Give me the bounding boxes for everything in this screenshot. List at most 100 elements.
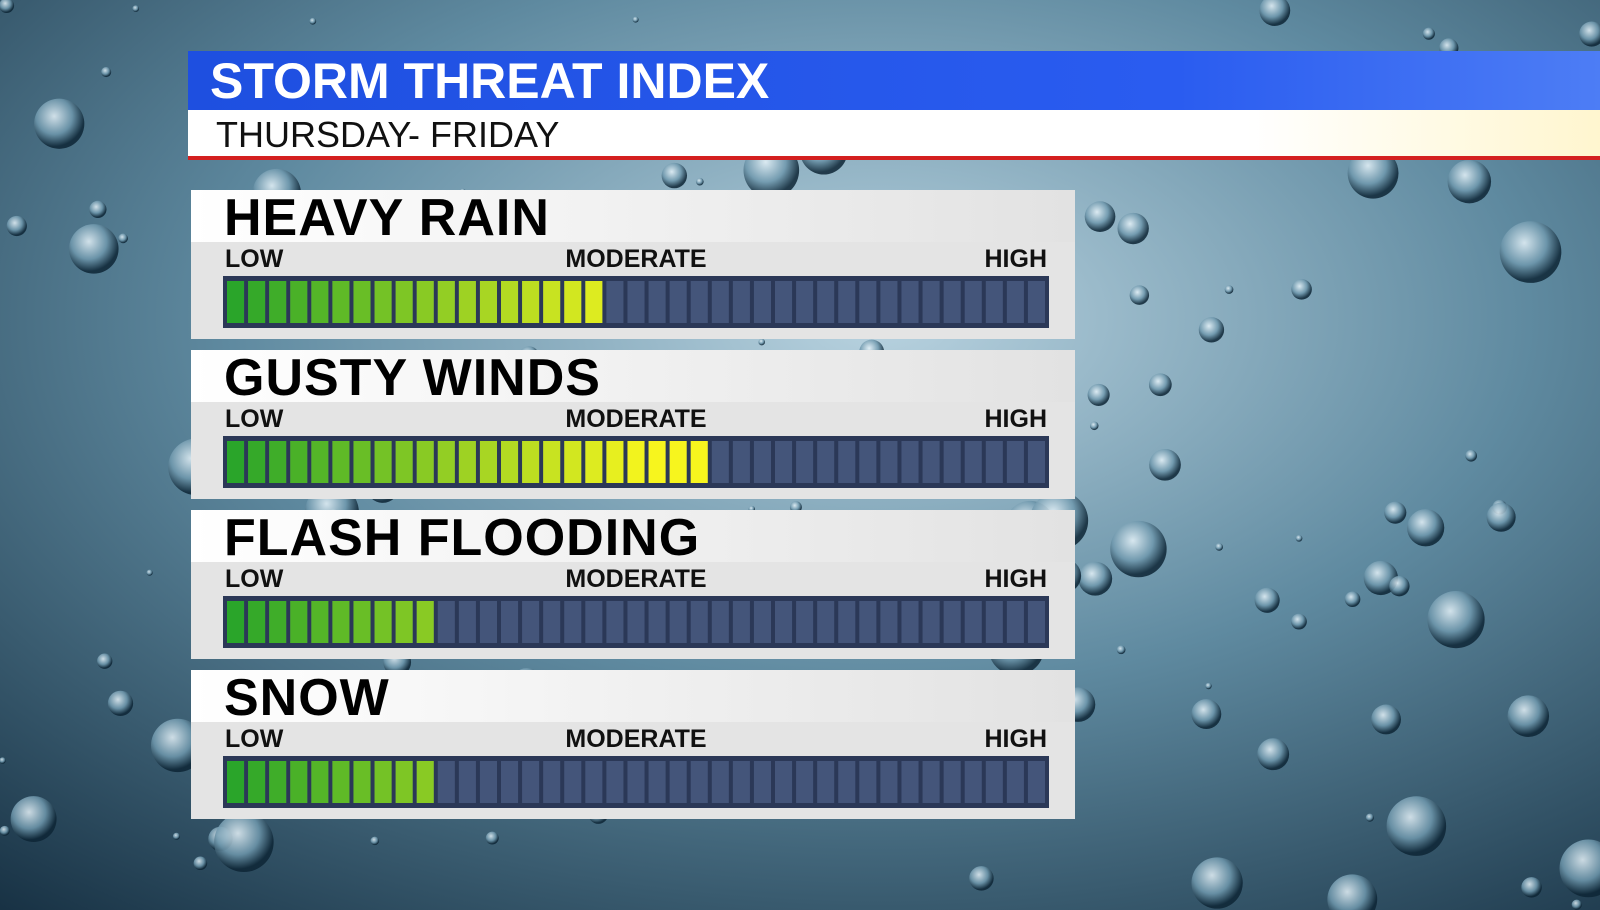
level-cell [585, 441, 603, 483]
tick-label: MODERATE [565, 245, 706, 273]
level-cell [353, 281, 371, 323]
level-cell [248, 761, 266, 803]
raindrop [1078, 561, 1113, 596]
threat-level [227, 281, 603, 323]
level-cell [690, 441, 708, 483]
empty-cell [437, 761, 455, 803]
raindrop [214, 812, 274, 872]
empty-cell [922, 441, 940, 483]
threat-level [227, 601, 434, 643]
raindrop [1257, 738, 1290, 771]
level-cell [458, 441, 476, 483]
empty-cell [985, 441, 1003, 483]
raindrop [1291, 279, 1312, 300]
raindrop [370, 836, 380, 846]
level-cell [332, 761, 350, 803]
level-cell [227, 441, 245, 483]
raindrop [1117, 212, 1149, 245]
empty-cell [859, 601, 877, 643]
empty-cell [564, 601, 582, 643]
empty-cell [648, 601, 666, 643]
raindrop [1129, 285, 1150, 305]
raindrop [1259, 0, 1291, 26]
threat-name: SNOW [224, 669, 390, 727]
level-cell [501, 281, 519, 323]
raindrop [1205, 682, 1212, 690]
level-cell [585, 281, 603, 323]
raindrop [1347, 147, 1399, 199]
empty-cell [1006, 761, 1024, 803]
level-cell [269, 601, 287, 643]
empty-cell [1027, 441, 1045, 483]
tick-label: HIGH [985, 245, 1048, 273]
raindrop [1499, 221, 1562, 283]
raindrop [661, 162, 688, 189]
title: STORM THREAT INDEX [210, 53, 769, 109]
level-cell [248, 601, 266, 643]
raindrop [485, 831, 499, 845]
tick-label: HIGH [985, 565, 1048, 593]
empty-cell [775, 601, 793, 643]
level-cell [227, 761, 245, 803]
raindrop [1295, 535, 1303, 542]
empty-cell [501, 761, 519, 803]
level-cell [332, 441, 350, 483]
threat-name: GUSTY WINDS [224, 349, 601, 407]
empty-cell [711, 281, 729, 323]
raindrop [146, 569, 153, 576]
level-cell [290, 281, 308, 323]
raindrop [6, 215, 27, 237]
empty-cell [711, 601, 729, 643]
empty-cell [859, 441, 877, 483]
empty-cell [880, 601, 898, 643]
tick-label: HIGH [985, 725, 1048, 753]
raindrop [118, 233, 128, 244]
empty-cell [775, 441, 793, 483]
threat-level [227, 441, 708, 483]
empty-cell [479, 601, 497, 643]
tick-label: MODERATE [565, 405, 706, 433]
level-cell [395, 601, 413, 643]
raindrop [1254, 587, 1280, 613]
empty-cell [1006, 281, 1024, 323]
raindrop [1191, 699, 1222, 730]
raindrop [0, 0, 15, 14]
raindrop [10, 796, 57, 843]
level-cell [311, 761, 329, 803]
level-cell [248, 281, 266, 323]
raindrop [309, 17, 317, 25]
empty-cell [1006, 441, 1024, 483]
empty-cell [838, 281, 856, 323]
empty-cell [943, 281, 961, 323]
empty-cell [753, 441, 771, 483]
empty-cell [838, 441, 856, 483]
empty-cell [522, 601, 540, 643]
level-cell [290, 601, 308, 643]
level-cell [290, 761, 308, 803]
level-cell [332, 281, 350, 323]
empty-cell [606, 601, 624, 643]
empty-cell [585, 601, 603, 643]
empty-cell [817, 761, 835, 803]
level-cell [227, 281, 245, 323]
raindrop [1344, 591, 1361, 608]
raindrop [1291, 613, 1307, 630]
subtitle-band [188, 110, 1600, 156]
level-cell [522, 441, 540, 483]
empty-cell [901, 441, 919, 483]
panel-title-band [191, 350, 1075, 402]
raindrop [1089, 421, 1099, 431]
raindrop [1465, 449, 1478, 462]
empty-cell [606, 281, 624, 323]
level-cell [311, 441, 329, 483]
level-cell [564, 281, 582, 323]
level-cell [311, 281, 329, 323]
panel-title-band [191, 670, 1075, 722]
raindrop [1559, 839, 1600, 898]
empty-cell [775, 761, 793, 803]
level-cell [564, 441, 582, 483]
level-cell [669, 441, 687, 483]
empty-cell [543, 601, 561, 643]
